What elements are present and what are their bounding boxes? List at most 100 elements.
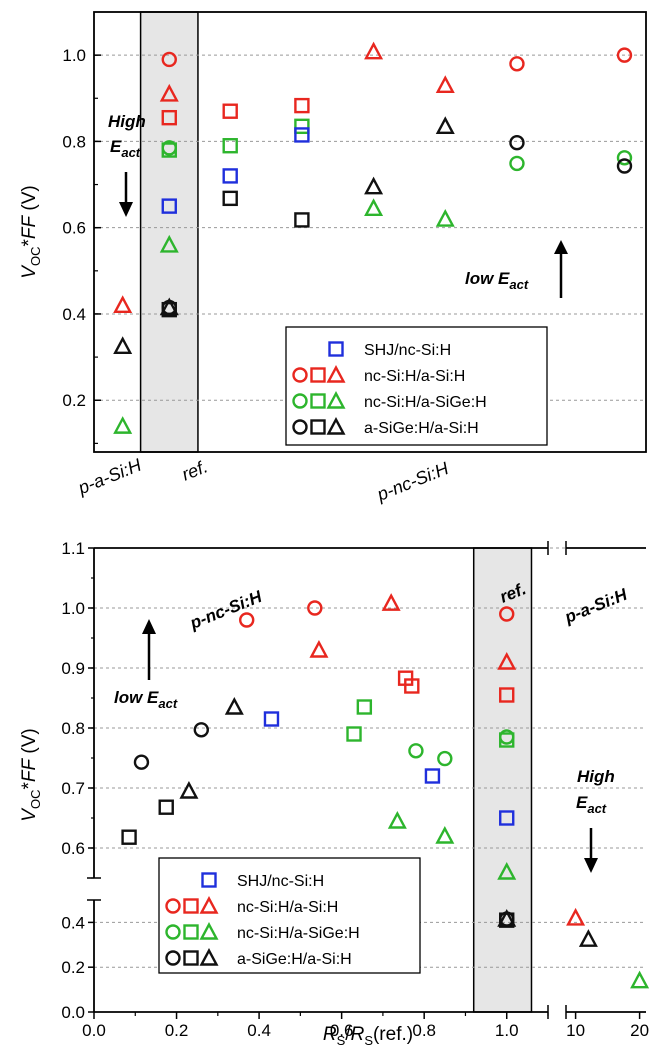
top-xcat-p-nc-si: p-nc-Si:H — [373, 458, 452, 505]
top-plot-frame — [93, 11, 647, 453]
bottom-x-tick-label: 0.4 — [247, 1021, 271, 1040]
top-point-green-square — [161, 142, 177, 158]
bottom-x-tick-label: 0.2 — [165, 1021, 189, 1040]
top-point-green-triangle — [435, 209, 455, 227]
top-legend-marker — [326, 390, 346, 409]
top-chart-panel: 0.20.40.60.81.0 p-a-Si:H ref. p-nc-Si:H … — [19, 11, 647, 505]
top-point-red-circle — [161, 51, 177, 68]
top-point-green-square — [222, 138, 238, 154]
bottom-p-a-si-label: p-a-Si:H — [561, 585, 630, 628]
top-point-green-circle — [616, 150, 633, 166]
bottom-point-blue-square — [424, 768, 441, 784]
top-y-tick-label: 0.2 — [62, 391, 86, 410]
bottom-legend-label: a-SiGe:H/a-Si:H — [237, 951, 352, 968]
bottom-point-green-square — [346, 726, 362, 742]
bottom-p-nc-si-label: p-nc-Si:H — [186, 587, 265, 634]
top-point-black-square — [222, 190, 238, 207]
top-legend-label: SHJ/nc-Si:H — [364, 342, 451, 359]
top-legend-marker — [326, 364, 346, 383]
bottom-y-tick-label: 0.2 — [61, 958, 85, 977]
top-point-red-square — [294, 97, 310, 114]
top-xcat-ref: ref. — [179, 456, 211, 484]
bottom-chart-panel: 0.6 0.7 0.8 0.9 1.0 1.1 0.0 0.2 0.4 0.0 0.2 0.4 0.6 0… — [19, 539, 650, 1048]
bottom-x-tick-label: 1.0 — [495, 1021, 519, 1040]
top-point-red-circle — [616, 47, 633, 63]
top-legend-marker — [326, 416, 346, 435]
bottom-point-red-triangle — [566, 907, 586, 926]
top-point-black-triangle — [435, 116, 455, 135]
top-point-red-square — [222, 103, 238, 119]
bottom-axes: 0.6 0.7 0.8 0.9 1.0 1.1 0.0 0.2 0.4 0.0 0.2 0.4 0.6 0… — [61, 539, 649, 1040]
svg-text:High: High — [577, 767, 615, 786]
bottom-point-black-square — [158, 799, 174, 815]
top-point-red-triangle — [113, 295, 133, 314]
top-point-black-circle — [616, 158, 633, 174]
bottom-y-axis-label: VOC*FF (V) — [19, 728, 43, 821]
top-point-black-circle — [509, 135, 525, 151]
bottom-point-red-triangle — [497, 651, 517, 670]
top-legend-label: nc-Si:H/a-SiGe:H — [364, 394, 487, 411]
bottom-point-green-square — [499, 732, 515, 748]
bottom-legend-marker — [165, 898, 181, 914]
bottom-y-tick-label: 0.9 — [61, 659, 85, 678]
top-point-blue-square — [294, 127, 310, 143]
top-legend-marker — [292, 393, 308, 409]
top-point-green-circle — [509, 155, 525, 172]
top-y-axis-ticks: 0.2 0.4 0.6 0.8 1.0 — [62, 46, 101, 444]
top-y-tick-label: 0.4 — [62, 305, 86, 324]
svg-text:High: High — [108, 112, 146, 131]
top-legend-marker — [310, 393, 326, 409]
top-point-black-triangle — [159, 297, 179, 316]
bottom-point-green-circle — [437, 750, 453, 767]
bottom-point-black-triangle — [179, 780, 199, 799]
bottom-x2-tick-label: 20 — [630, 1021, 649, 1040]
bottom-x-tick-label: 0.0 — [82, 1021, 106, 1040]
bottom-point-green-square — [356, 699, 373, 715]
bottom-point-red-circle — [499, 606, 515, 622]
top-legend-marker — [310, 419, 326, 435]
bottom-point-blue-square — [499, 810, 515, 826]
bottom-low-eact-arrowhead — [142, 619, 156, 634]
bottom-x-axis-label: RS/RS(ref.) — [323, 1024, 413, 1048]
top-y-tick-label: 0.8 — [62, 132, 86, 151]
bottom-point-green-triangle — [435, 825, 455, 844]
bottom-low-eact-annotation: low Eact — [114, 619, 178, 711]
top-point-red-triangle — [364, 41, 384, 60]
bottom-legend-marker — [199, 921, 219, 940]
top-y-tick-label: 1.0 — [62, 46, 86, 65]
top-point-green-triangle — [159, 234, 179, 253]
top-y-axis-label: VOC*FF (V) — [19, 185, 43, 278]
bottom-y-tick-label: 0.4 — [61, 913, 85, 932]
top-y-tick-label: 0.6 — [62, 219, 86, 238]
svg-text:Eact: Eact — [576, 793, 607, 816]
bottom-point-black-triangle — [578, 929, 598, 947]
bottom-high-eact-annotation: High Eact — [576, 767, 615, 873]
top-xcat-p-a-si: p-a-Si:H — [74, 454, 145, 498]
top-point-black-triangle — [113, 336, 133, 355]
top-point-red-circle — [509, 56, 525, 72]
bottom-point-black-triangle — [497, 908, 517, 927]
bottom-legend-marker — [183, 924, 199, 940]
bottom-data-points — [121, 593, 650, 989]
top-point-blue-square — [161, 198, 177, 214]
top-point-green-triangle — [113, 416, 133, 434]
top-point-green-triangle — [364, 198, 384, 216]
bottom-legend-marker — [183, 898, 199, 914]
bottom-point-black-circle — [133, 754, 150, 770]
bottom-legend: SHJ/nc-Si:H nc-Si:H/a-Si:H nc-Si:H/a-SiGe:… — [158, 857, 421, 974]
top-legend-marker — [292, 367, 308, 383]
top-high-eact-annotation: High Eact — [108, 112, 146, 217]
top-ref-band — [139, 11, 199, 453]
bottom-point-red-circle — [307, 600, 323, 616]
bottom-point-red-triangle — [309, 639, 329, 658]
top-legend: SHJ/nc-Si:H nc-Si:H/a-Si:H nc-Si:H/a-SiGe:… — [285, 326, 548, 446]
top-point-blue-square — [222, 168, 238, 184]
svg-text:Eact: Eact — [110, 137, 141, 160]
top-data-points — [113, 41, 633, 434]
bottom-point-red-square — [499, 687, 515, 703]
bottom-point-red-triangle — [381, 593, 401, 611]
bottom-legend-marker — [183, 950, 199, 966]
top-legend-marker — [328, 341, 344, 357]
bottom-legend-marker — [199, 947, 219, 966]
